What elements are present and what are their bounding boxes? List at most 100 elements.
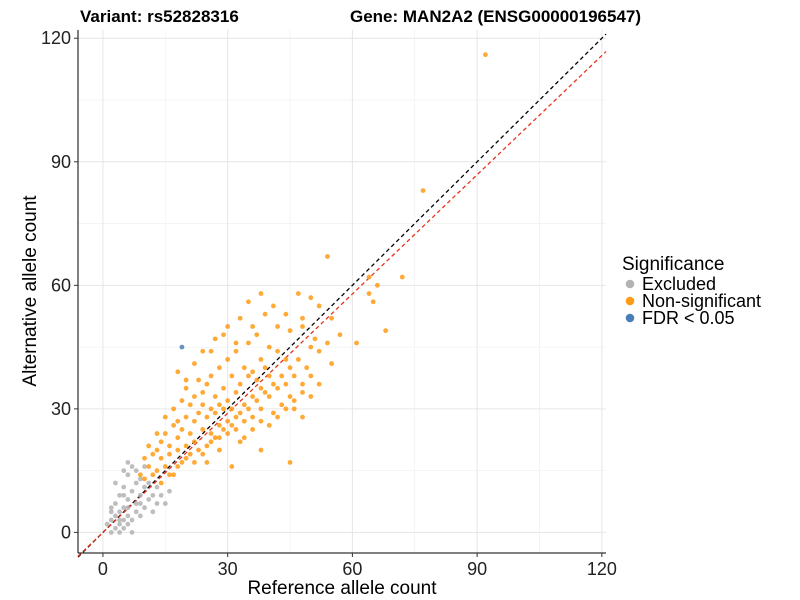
point-non-significant <box>246 406 251 412</box>
point-excluded <box>137 513 143 519</box>
title-gene: Gene: MAN2A2 (ENSG00000196547) <box>350 7 641 26</box>
point-excluded <box>154 484 160 490</box>
point-non-significant <box>175 418 181 424</box>
point-non-significant <box>183 385 189 391</box>
x-tick-label: 90 <box>467 559 487 579</box>
point-non-significant <box>200 451 206 457</box>
point-non-significant <box>229 406 235 412</box>
point-non-significant <box>262 311 268 317</box>
point-excluded <box>133 501 139 506</box>
point-non-significant <box>162 431 168 436</box>
point-excluded <box>121 525 127 531</box>
point-excluded <box>129 464 135 469</box>
point-non-significant <box>250 369 256 375</box>
point-non-significant <box>366 274 372 280</box>
point-non-significant <box>283 406 289 412</box>
point-non-significant <box>208 431 214 436</box>
point-excluded <box>125 472 131 478</box>
point-non-significant <box>225 418 231 424</box>
grid <box>78 30 606 553</box>
point-non-significant <box>154 447 160 453</box>
point-non-significant <box>258 406 264 412</box>
point-non-significant <box>204 414 210 420</box>
point-non-significant <box>258 291 264 296</box>
point-non-significant <box>308 344 314 350</box>
point-non-significant <box>254 398 260 404</box>
point-non-significant <box>162 464 168 469</box>
x-tick-label: 30 <box>218 559 238 579</box>
point-excluded <box>146 497 152 502</box>
point-excluded <box>129 488 135 494</box>
point-non-significant <box>399 274 405 280</box>
point-non-significant <box>200 348 206 354</box>
point-non-significant <box>287 328 293 334</box>
point-excluded <box>162 501 168 506</box>
point-non-significant <box>316 381 322 387</box>
point-non-significant <box>279 402 285 408</box>
point-non-significant <box>187 431 193 436</box>
point-excluded <box>113 513 118 519</box>
point-non-significant <box>192 361 197 366</box>
point-non-significant <box>295 291 301 296</box>
legend-key <box>625 296 635 306</box>
point-non-significant <box>283 357 289 362</box>
point-non-significant <box>183 455 189 461</box>
point-excluded <box>104 521 110 527</box>
point-non-significant <box>187 402 193 408</box>
point-excluded <box>117 521 122 527</box>
point-non-significant <box>237 315 243 321</box>
point-non-significant <box>312 336 318 342</box>
point-non-significant <box>179 427 185 432</box>
point-non-significant <box>271 381 276 387</box>
point-excluded <box>125 460 131 465</box>
point-non-significant <box>196 447 201 453</box>
point-non-significant <box>175 464 181 469</box>
point-non-significant <box>233 389 239 395</box>
point-non-significant <box>246 299 251 305</box>
point-non-significant <box>250 394 256 399</box>
point-non-significant <box>216 365 222 371</box>
point-non-significant <box>167 472 172 478</box>
point-non-significant <box>254 377 260 383</box>
point-non-significant <box>204 443 210 449</box>
point-non-significant <box>250 427 256 432</box>
point-non-significant <box>275 348 280 354</box>
point-non-significant <box>258 447 264 453</box>
point-non-significant <box>300 381 305 387</box>
point-non-significant <box>420 188 426 194</box>
point-excluded <box>117 509 122 515</box>
point-non-significant <box>212 336 218 342</box>
x-tick-label: 120 <box>587 559 617 579</box>
legend-key <box>625 279 635 289</box>
x-tick-label: 60 <box>342 559 362 579</box>
point-non-significant <box>329 315 335 321</box>
point-non-significant <box>137 472 143 478</box>
point-excluded <box>125 513 131 519</box>
point-non-significant <box>142 476 147 482</box>
point-excluded <box>108 517 114 523</box>
point-non-significant <box>204 460 210 465</box>
point-non-significant <box>271 303 276 309</box>
point-non-significant <box>179 460 185 465</box>
point-excluded <box>167 488 172 494</box>
point-non-significant <box>316 348 322 354</box>
point-non-significant <box>204 381 210 387</box>
legend: Significance ExcludedNon-significantFDR … <box>622 254 761 328</box>
point-non-significant <box>229 422 235 428</box>
legend-key <box>625 313 635 323</box>
point-non-significant <box>366 291 372 296</box>
point-non-significant <box>374 282 380 288</box>
point-non-significant <box>325 340 330 346</box>
point-non-significant <box>241 365 247 371</box>
point-non-significant <box>354 340 359 346</box>
point-non-significant <box>154 431 160 436</box>
point-non-significant <box>162 414 168 420</box>
point-non-significant <box>200 389 206 395</box>
title-variant: Variant: rs52828316 <box>80 7 239 26</box>
point-non-significant <box>246 340 251 346</box>
point-non-significant <box>275 385 280 391</box>
point-non-significant <box>154 468 160 474</box>
point-non-significant <box>167 451 172 457</box>
point-non-significant <box>196 410 201 416</box>
point-non-significant <box>196 377 201 383</box>
